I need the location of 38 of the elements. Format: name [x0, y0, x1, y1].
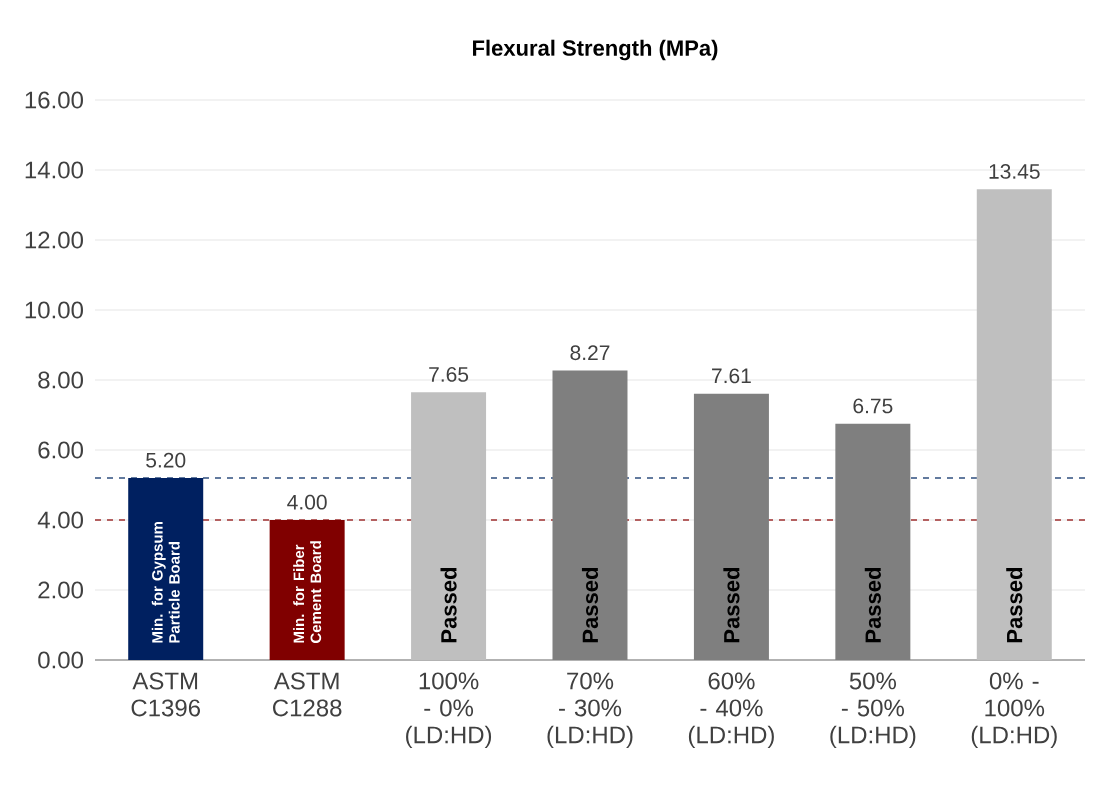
- annotation: Passed: [723, 568, 740, 643]
- bar: [835, 423, 911, 661]
- y-tick-label: 8.00: [38, 371, 83, 389]
- x-tick-label: 60% - 40% (LD:HD): [688, 672, 774, 749]
- y-tick-label: 6.00: [38, 441, 83, 459]
- annotation: Min. for Gypsum Particle Board: [151, 522, 180, 643]
- y-tick-label: 2.00: [38, 581, 83, 599]
- data-label: 13.45: [989, 164, 1040, 179]
- bar: [693, 393, 769, 661]
- y-tick-label: 12.00: [25, 231, 83, 249]
- x-tick-label: 50% - 50% (LD:HD): [830, 672, 916, 749]
- y-tick-label: 4.00: [37, 511, 83, 529]
- bar: [552, 370, 628, 661]
- y-tick-label: 16.00: [25, 91, 83, 109]
- x-tick-label: 100% - 0% (LD:HD): [406, 672, 492, 749]
- annotation: Passed: [440, 568, 457, 643]
- data-label: 5.20: [146, 452, 186, 468]
- x-tick-label: 0% - 100% (LD:HD): [971, 672, 1057, 749]
- data-label: 7.61: [712, 368, 751, 384]
- bar: [411, 392, 487, 661]
- x-tick-label: ASTM C1396: [131, 672, 201, 717]
- chart-title: Flexural Strength (MPa): [473, 39, 718, 61]
- annotation: Passed: [1006, 568, 1023, 643]
- data-label: 8.27: [570, 345, 610, 361]
- annotation: Passed: [581, 568, 599, 643]
- bar: [128, 478, 204, 661]
- bar: [976, 189, 1052, 661]
- data-label: 4.00: [287, 494, 327, 510]
- data-label: 7.65: [429, 367, 469, 382]
- annotation: Passed: [864, 568, 881, 643]
- annotation: Min. for Fiber Cement Board: [293, 541, 322, 643]
- x-tick-label: ASTM C1288: [273, 672, 342, 717]
- data-label: 6.75: [853, 398, 893, 414]
- y-tick-label: 14.00: [25, 161, 83, 179]
- y-tick-label: 0.00: [38, 651, 83, 669]
- y-tick-label: 10.00: [25, 301, 83, 319]
- x-tick-label: 70% - 30% (LD:HD): [547, 672, 633, 749]
- bar: [269, 520, 345, 661]
